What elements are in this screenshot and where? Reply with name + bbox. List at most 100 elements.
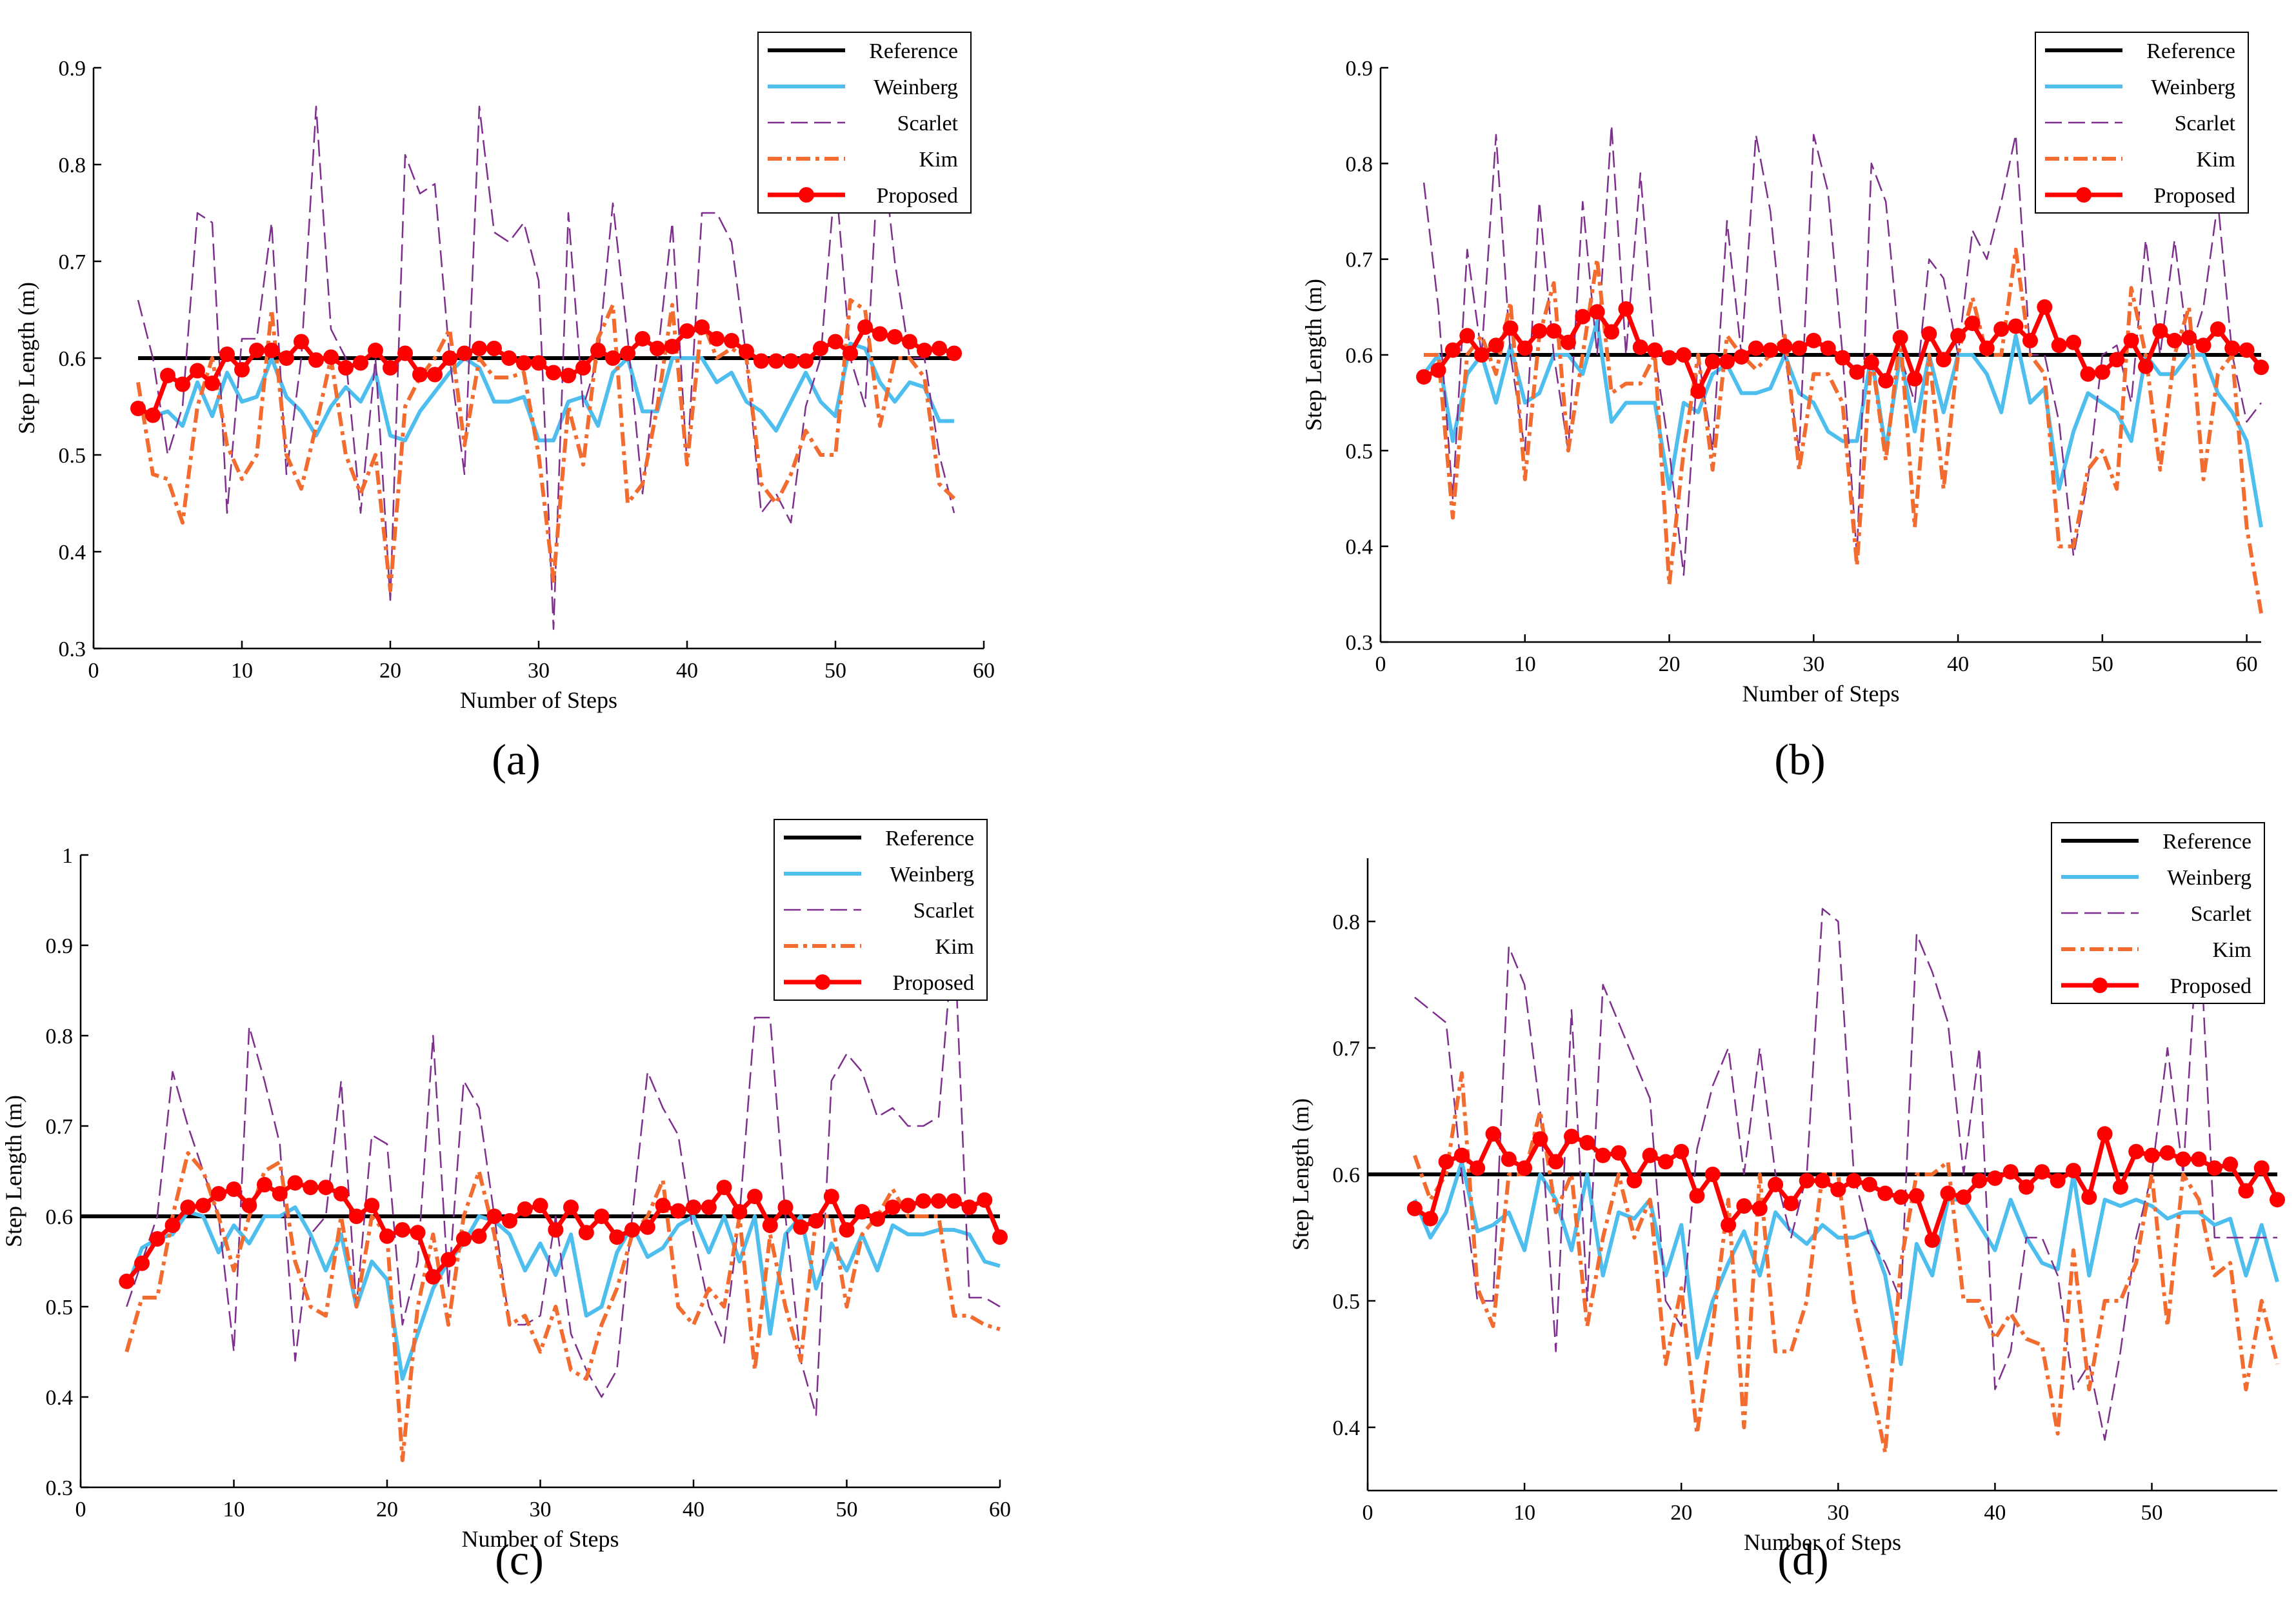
proposed-marker — [655, 1198, 671, 1214]
legend-label-weinberg: Weinberg — [890, 863, 974, 887]
proposed-marker — [1485, 1126, 1501, 1142]
x-tick-label: 50 — [2141, 1501, 2163, 1525]
proposed-marker — [793, 1219, 809, 1235]
proposed-marker — [441, 1252, 456, 1268]
proposed-marker — [1908, 1188, 1924, 1204]
x-axis-title: Number of Steps — [1744, 1529, 1901, 1555]
proposed-marker — [857, 319, 873, 335]
proposed-marker — [368, 343, 383, 358]
y-tick-label: 0.4 — [59, 541, 86, 565]
y-tick-label: 0.8 — [46, 1025, 74, 1049]
proposed-marker — [486, 1209, 503, 1224]
proposed-marker — [1423, 1211, 1439, 1227]
proposed-marker — [455, 1231, 472, 1247]
proposed-marker — [1815, 1172, 1830, 1189]
proposed-marker — [870, 1211, 885, 1227]
x-tick-label: 30 — [530, 1498, 552, 1522]
legend-label-kim: Kim — [919, 148, 958, 172]
proposed-marker — [1924, 1232, 1941, 1248]
y-axis-title: Step Length (m) — [1288, 1098, 1313, 1251]
x-tick-label: 30 — [1827, 1501, 1849, 1525]
proposed-marker — [226, 1181, 242, 1197]
proposed-marker — [1517, 1160, 1533, 1176]
proposed-marker — [471, 1228, 487, 1244]
y-tick-label: 0.6 — [1333, 1163, 1361, 1187]
y-tick-label: 0.9 — [59, 57, 86, 81]
proposed-marker — [1589, 304, 1605, 320]
chart-panel-2: 0 10 20 30 40 50 60 0.3 0.4 0.5 0.6 0.7 0.8 0.9 1 Numbe… — [1, 819, 1011, 1584]
proposed-marker — [1849, 364, 1865, 380]
series-line-weinberg — [1422, 319, 2263, 528]
x-tick-label: 50 — [824, 659, 846, 683]
x-axis-title: Number of Steps — [1742, 681, 1900, 707]
proposed-marker — [575, 360, 591, 376]
proposed-marker — [694, 319, 710, 335]
y-tick-label: 0.5 — [59, 444, 86, 468]
proposed-marker — [2066, 1163, 2081, 1179]
proposed-marker — [828, 334, 843, 350]
y-tick-label: 0.7 — [1346, 248, 1373, 272]
proposed-marker — [1791, 340, 1807, 356]
proposed-marker — [1921, 326, 1937, 342]
proposed-marker — [2034, 1164, 2050, 1180]
proposed-marker — [823, 1189, 839, 1205]
proposed-marker — [442, 350, 457, 366]
proposed-marker — [1892, 330, 1908, 346]
legend-label-scarlet: Scarlet — [897, 112, 959, 136]
proposed-marker — [2159, 1145, 2175, 1161]
proposed-marker — [1579, 1135, 1595, 1151]
y-tick-label: 0.8 — [1346, 152, 1373, 176]
proposed-marker — [2253, 359, 2269, 376]
proposed-marker — [1430, 362, 1446, 378]
proposed-marker — [590, 343, 606, 358]
legend-label-scarlet: Scarlet — [2191, 902, 2252, 926]
proposed-marker — [1830, 1181, 1846, 1198]
proposed-marker — [1501, 1151, 1517, 1167]
proposed-marker — [724, 333, 739, 348]
proposed-marker — [1459, 328, 1475, 344]
panel-label: (c) — [495, 1535, 543, 1584]
proposed-marker — [119, 1273, 135, 1289]
proposed-marker — [517, 1201, 533, 1217]
proposed-marker — [1835, 350, 1851, 366]
proposed-marker — [501, 350, 517, 366]
proposed-marker — [427, 367, 443, 383]
proposed-marker — [1721, 1217, 1737, 1233]
proposed-marker — [338, 360, 354, 376]
legend: Reference Weinberg Scarlet Kim Proposed — [757, 32, 972, 214]
proposed-marker — [2239, 342, 2255, 358]
x-tick-label: 10 — [231, 659, 253, 683]
y-tick-label: 1 — [62, 844, 73, 868]
proposed-marker — [664, 339, 680, 354]
proposed-marker — [412, 367, 428, 383]
proposed-marker — [364, 1198, 380, 1214]
proposed-marker — [546, 365, 561, 381]
proposed-marker — [635, 331, 650, 347]
series-line-kim — [1413, 1071, 2279, 1455]
proposed-marker — [605, 350, 621, 366]
proposed-marker — [219, 347, 235, 362]
proposed-marker — [2066, 334, 2082, 350]
proposed-marker — [946, 345, 962, 361]
proposed-marker — [1861, 1176, 1877, 1192]
proposed-marker — [2037, 299, 2053, 315]
panel-label: (a) — [492, 735, 540, 784]
proposed-marker — [1657, 1154, 1673, 1170]
proposed-marker — [287, 1175, 303, 1191]
proposed-marker — [195, 1198, 211, 1214]
proposed-marker — [900, 1198, 916, 1214]
proposed-marker — [425, 1269, 441, 1285]
x-tick-label: 20 — [1659, 652, 1681, 676]
proposed-marker — [383, 360, 398, 376]
x-tick-label: 40 — [676, 659, 698, 683]
proposed-marker — [257, 1177, 272, 1192]
proposed-marker — [531, 355, 546, 371]
proposed-marker — [457, 345, 472, 361]
legend-label-weinberg: Weinberg — [2151, 75, 2235, 99]
proposed-marker — [732, 1204, 748, 1220]
proposed-marker — [2152, 323, 2168, 339]
proposed-marker — [747, 1189, 763, 1205]
x-tick-label: 60 — [2236, 652, 2258, 676]
series-line-scarlet — [1414, 908, 2277, 1441]
proposed-marker — [609, 1229, 625, 1245]
